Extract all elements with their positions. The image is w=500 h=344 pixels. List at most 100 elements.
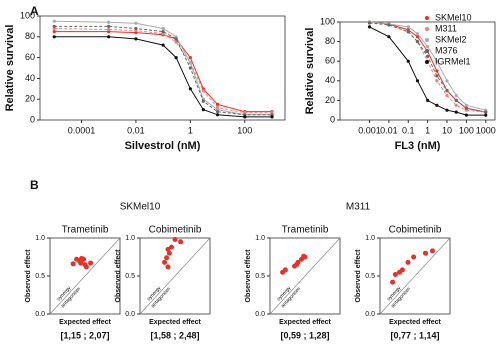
data-point <box>367 21 372 25</box>
data-point <box>165 264 171 270</box>
group-title: SKMel10 <box>120 202 161 213</box>
curve <box>54 20 273 116</box>
y-tick-label: 0.5 <box>35 273 45 280</box>
x-axis-label: FL3 (nM) <box>395 140 441 152</box>
data-point <box>411 254 417 260</box>
plot-frame <box>339 21 496 121</box>
plot-frame <box>39 15 286 121</box>
x-tick-label: 0.001 <box>358 125 381 135</box>
legend-marker <box>425 49 429 53</box>
data-point <box>415 35 420 39</box>
data-point <box>270 115 274 119</box>
y-tick-label: 0.0 <box>365 311 375 318</box>
data-point <box>464 106 468 110</box>
data-point <box>445 89 449 93</box>
y-axis-label: Relative survival <box>304 28 316 115</box>
identity-line <box>379 237 451 315</box>
data-point <box>435 74 439 78</box>
data-point <box>107 35 111 39</box>
y-tick-label: 0.5 <box>365 273 375 280</box>
data-point <box>294 262 300 268</box>
y-tick-label: 0.5 <box>255 273 265 280</box>
y-tick-label: 100 <box>320 16 335 26</box>
y-axis-label: Observed effect <box>245 249 252 303</box>
curve <box>369 21 486 113</box>
data-point <box>174 37 178 41</box>
data-point <box>435 79 439 83</box>
data-point <box>134 26 138 31</box>
curve <box>54 25 273 116</box>
data-point <box>83 264 89 270</box>
y-tick-label: 0 <box>30 114 35 124</box>
data-point <box>70 261 76 267</box>
chart-title: Trametinib <box>62 225 109 236</box>
data-point <box>406 25 410 29</box>
data-point <box>454 98 458 102</box>
data-point <box>88 260 94 266</box>
data-point <box>464 113 468 117</box>
data-point <box>52 35 56 39</box>
legend-marker <box>425 16 429 20</box>
data-point <box>435 103 439 107</box>
data-point <box>445 108 449 112</box>
legend-label: SKMel10 <box>435 12 472 22</box>
x-tick-label: 1000 <box>476 125 496 135</box>
chart-title: Trametinib <box>282 225 329 236</box>
chart-title: Cobimetinib <box>389 225 442 236</box>
data-point <box>426 54 430 58</box>
curve <box>54 36 273 118</box>
data-point <box>201 108 205 112</box>
y-tick-label: 1.0 <box>125 235 135 242</box>
group-title: M311 <box>346 202 371 213</box>
x-tick-label: 100 <box>237 125 252 135</box>
x-axis-label: Expected effect <box>59 319 111 326</box>
data-point <box>134 37 138 41</box>
data-point <box>107 24 111 28</box>
data-point <box>107 20 111 24</box>
annotation: [0,77 ; 1,14] <box>390 330 439 340</box>
data-point <box>399 267 405 273</box>
data-point <box>188 66 192 70</box>
curve <box>54 31 273 113</box>
x-axis-label: Silvestrol (nM) <box>125 140 201 152</box>
y-tick-label: 0.0 <box>125 311 135 318</box>
data-point <box>201 89 205 93</box>
identity-line <box>49 237 121 315</box>
x-tick-label: 100 <box>459 125 474 135</box>
y-tick-label: 1.0 <box>365 235 375 242</box>
x-tick-label: 0.01 <box>127 125 145 135</box>
data-point <box>78 260 84 266</box>
data-point <box>165 246 171 252</box>
data-point <box>392 271 398 277</box>
data-point <box>172 237 178 243</box>
data-point <box>405 259 411 265</box>
data-point <box>445 93 449 98</box>
y-tick-label: 40 <box>25 73 35 83</box>
data-point <box>166 250 172 256</box>
data-point <box>161 26 165 31</box>
data-point <box>243 115 247 119</box>
data-point <box>107 27 111 32</box>
data-point <box>201 99 205 103</box>
legend-marker <box>425 38 429 42</box>
annotation: [1,58 ; 2,48] <box>150 330 199 340</box>
y-tick-label: 60 <box>25 52 35 62</box>
x-tick-label: 1 <box>425 125 430 135</box>
curve <box>369 22 486 113</box>
y-tick-label: 1.0 <box>35 235 45 242</box>
data-point <box>415 40 420 44</box>
y-axis-label: Observed effect <box>115 249 122 303</box>
y-tick-label: 20 <box>25 94 35 104</box>
legend-label: IGRMel1 <box>435 56 471 66</box>
data-point <box>188 56 192 60</box>
data-point <box>81 256 87 262</box>
data-point <box>215 102 220 106</box>
identity-line <box>139 237 211 315</box>
data-point <box>415 79 420 83</box>
data-point <box>390 279 396 285</box>
data-point <box>134 21 138 25</box>
data-point <box>52 30 56 34</box>
data-point <box>435 69 439 73</box>
data-point <box>484 110 488 114</box>
